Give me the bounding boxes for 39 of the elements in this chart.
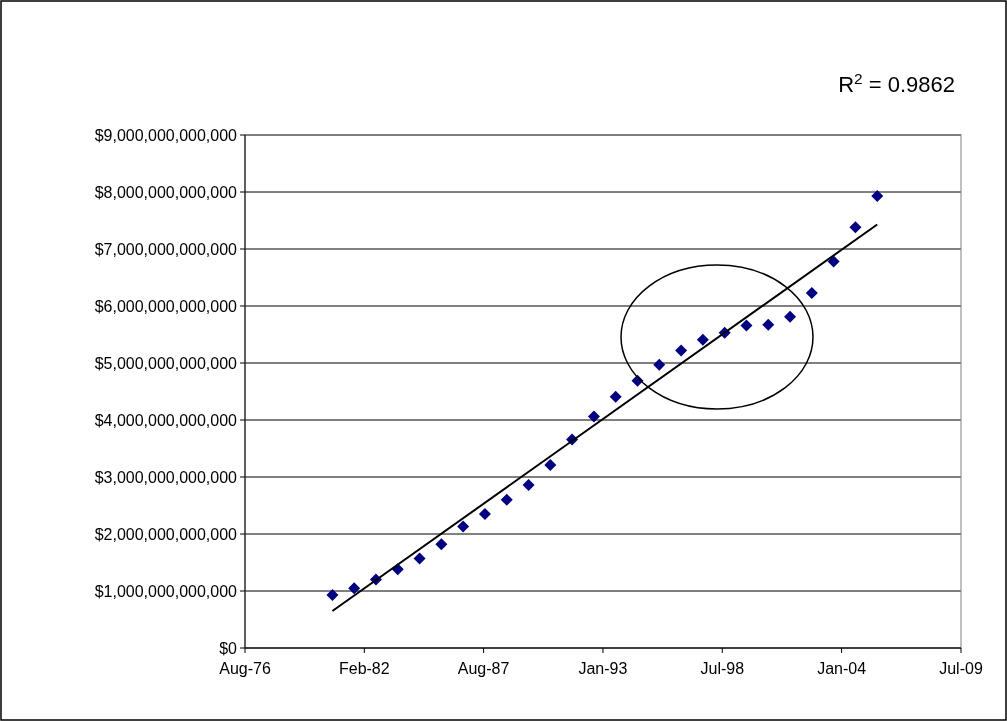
point — [784, 310, 797, 323]
point — [805, 286, 818, 299]
point — [522, 478, 535, 491]
text: R$^{2}$ = 0.9862 — [838, 69, 955, 97]
x-tick-label: Aug-87 — [457, 660, 510, 677]
point — [675, 344, 688, 357]
point — [413, 552, 426, 565]
point — [849, 221, 862, 234]
point — [696, 333, 709, 346]
point — [827, 255, 840, 268]
point — [500, 493, 513, 506]
x-tick-label: Jul-98 — [700, 660, 745, 677]
point — [653, 358, 666, 371]
point — [762, 318, 775, 331]
y-tick-label: $9,000,000,000,000 — [94, 127, 238, 144]
x-tick-label: Jan-93 — [578, 660, 628, 677]
point — [871, 189, 884, 202]
y-tick-label: $4,000,000,000,000 — [94, 412, 238, 429]
y-tick-label: $3,000,000,000,000 — [94, 469, 238, 486]
point — [587, 410, 600, 423]
point — [609, 390, 622, 403]
x-tick-label: Jul-09 — [939, 660, 983, 677]
x-tick-label: Feb-82 — [338, 660, 390, 677]
point — [435, 538, 448, 551]
point — [348, 582, 361, 595]
x-tick-label: Jan-04 — [817, 660, 867, 677]
point — [457, 520, 470, 533]
point — [740, 319, 753, 332]
y-tick-label: $6,000,000,000,000 — [94, 298, 238, 315]
y-tick-label: $1,000,000,000,000 — [94, 583, 238, 600]
point — [326, 588, 339, 601]
point — [478, 508, 491, 521]
y-tick-label: $2,000,000,000,000 — [94, 526, 238, 543]
y-tick-label: $5,000,000,000,000 — [94, 355, 238, 372]
y-tick-label: $0 — [219, 640, 238, 657]
x-tick-label: Aug-76 — [219, 660, 271, 677]
y-tick-label: $7,000,000,000,000 — [94, 241, 238, 258]
y-tick-label: $8,000,000,000,000 — [94, 184, 238, 201]
point — [544, 459, 557, 472]
